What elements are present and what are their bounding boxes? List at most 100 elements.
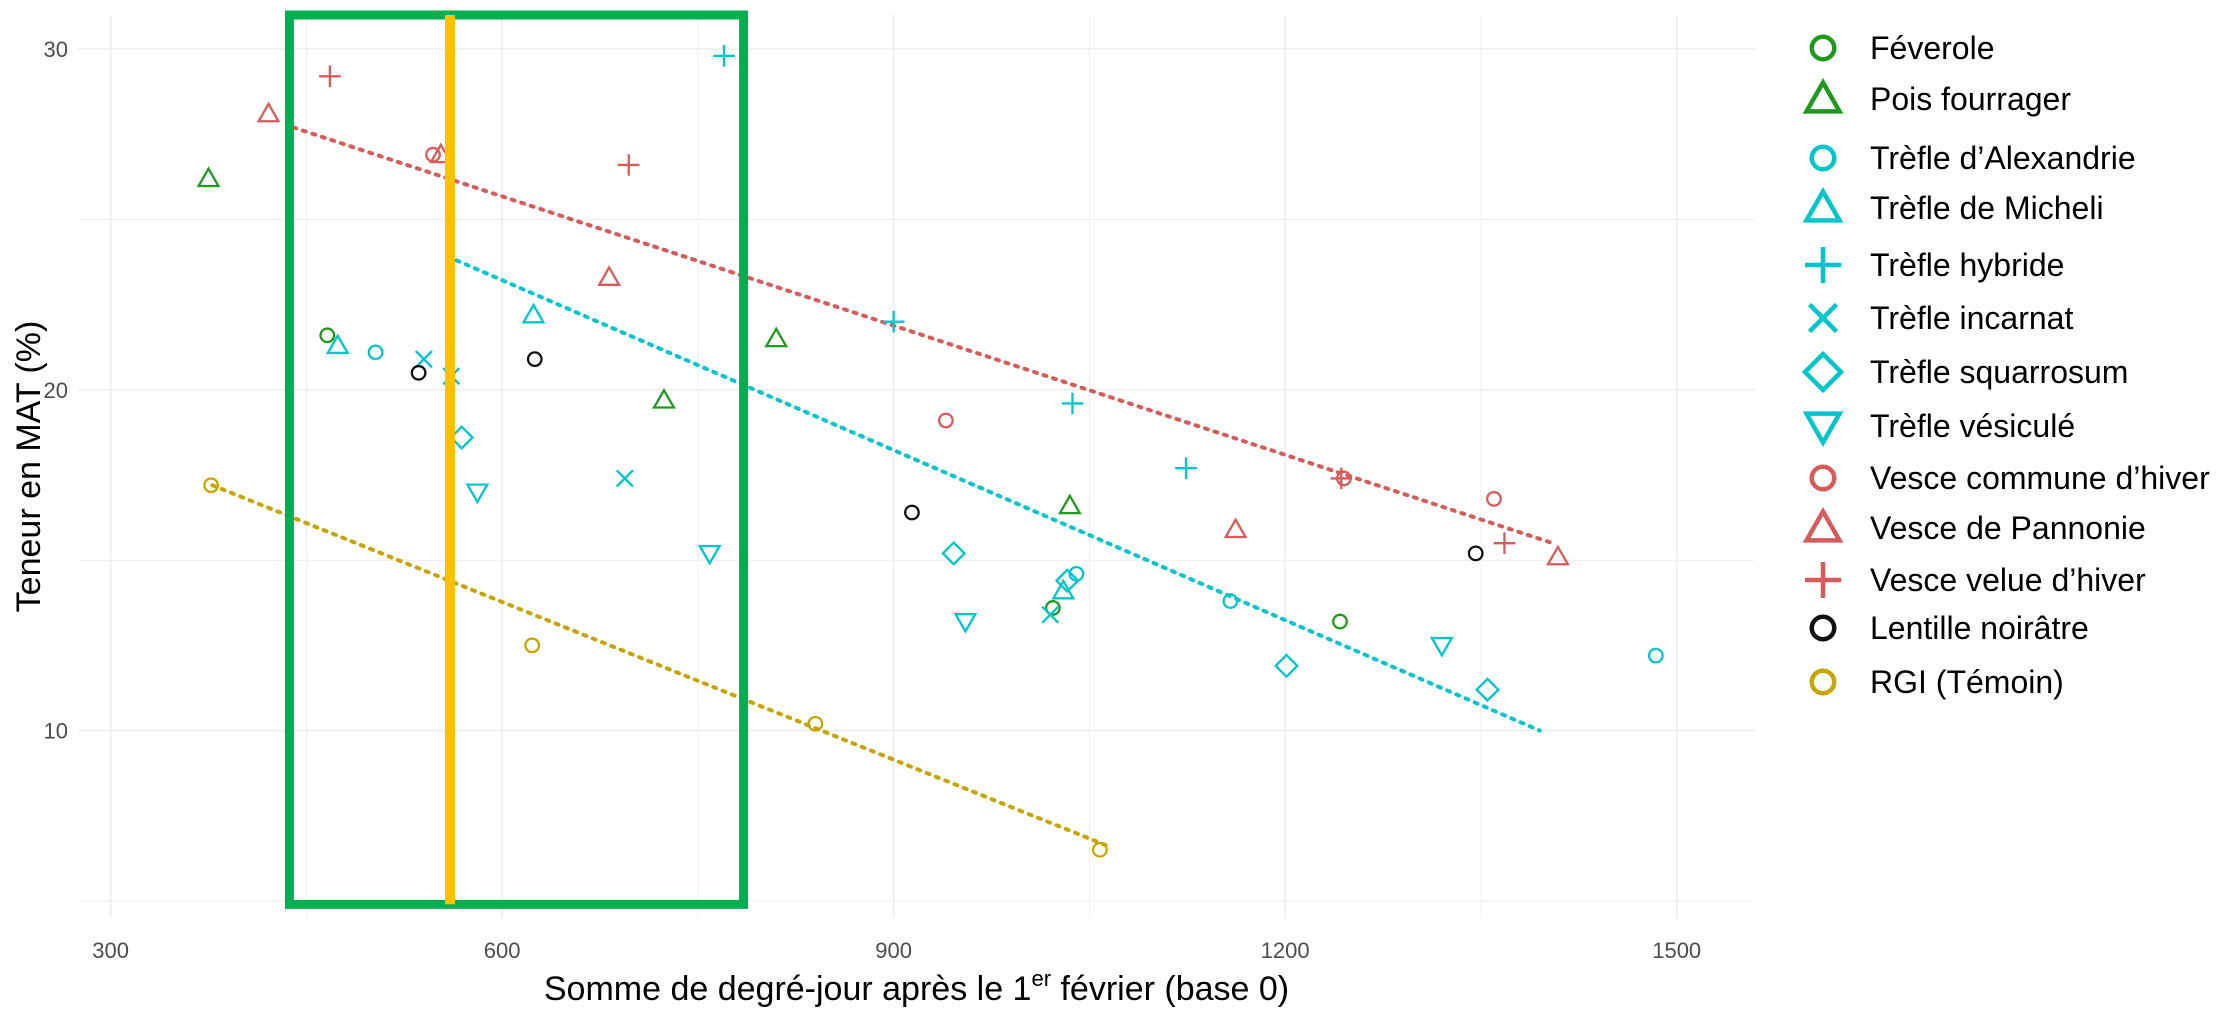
data-point-circle bbox=[1044, 600, 1061, 616]
data-point-circle bbox=[807, 715, 824, 732]
marker-triangle bbox=[196, 166, 221, 188]
legend: Féverole Pois fourrager Trèfle d’Alexandri… bbox=[1801, 30, 2210, 700]
x-tick-label: 900 bbox=[875, 938, 912, 963]
data-point-plus bbox=[1175, 457, 1197, 480]
marker-cross-b bbox=[414, 350, 433, 369]
marker-triangle-down bbox=[465, 483, 490, 505]
marker-circle bbox=[526, 351, 543, 368]
marker-circle bbox=[1222, 593, 1239, 609]
legend-item: Pois fourrager bbox=[1802, 77, 2071, 117]
x-tick-label: 600 bbox=[484, 938, 521, 963]
trend-line bbox=[210, 483, 1111, 849]
legend-item: Vesce velue d’hiver bbox=[1805, 562, 2146, 598]
legend-label: Vesce de Pannonie bbox=[1870, 510, 2146, 546]
legend-label: Pois fourrager bbox=[1870, 81, 2071, 117]
marker-circle bbox=[1647, 647, 1664, 664]
data-point-triangle-up bbox=[1802, 506, 1844, 543]
data-point-plus bbox=[882, 310, 905, 333]
data-point-circle bbox=[1647, 647, 1664, 664]
marker-circle bbox=[1809, 614, 1837, 642]
data-point-diamond bbox=[1274, 653, 1299, 679]
data-point-cross bbox=[615, 469, 634, 488]
legend-label: RGI (Témoin) bbox=[1870, 664, 2064, 700]
y-tick-label: 20 bbox=[44, 378, 68, 403]
data-point-plus bbox=[1805, 247, 1841, 283]
data-point-triangle-up bbox=[1802, 186, 1844, 223]
x-tick-label: 1200 bbox=[1261, 938, 1310, 963]
marker-cross-b bbox=[1807, 302, 1839, 334]
y-tick-label: 10 bbox=[44, 719, 68, 744]
marker-circle bbox=[203, 477, 220, 494]
data-point-diamond bbox=[1054, 568, 1080, 594]
legend-label: Trèfle vésiculé bbox=[1870, 408, 2075, 444]
marker-circle bbox=[904, 504, 920, 521]
highlight-overlay bbox=[284, 10, 749, 909]
marker-triangle bbox=[1057, 493, 1082, 515]
data-point-circle bbox=[1809, 668, 1837, 696]
marker-circle bbox=[1044, 600, 1061, 616]
marker-triangle bbox=[521, 302, 546, 324]
data-point-circle bbox=[1222, 593, 1239, 609]
data-point-circle bbox=[904, 504, 920, 521]
legend-label: Trèfle hybride bbox=[1870, 247, 2064, 283]
trend-line bbox=[454, 258, 1542, 733]
data-point-plus bbox=[713, 45, 735, 67]
marker-circle bbox=[1809, 464, 1837, 492]
data-point-triangle-down bbox=[1429, 636, 1454, 658]
marker-circle bbox=[1809, 144, 1837, 172]
data-point-circle bbox=[1091, 841, 1108, 858]
marker-circle bbox=[1486, 490, 1502, 507]
legend-item: Trèfle squarrosum bbox=[1801, 350, 2128, 394]
marker-triangle bbox=[1802, 506, 1844, 543]
data-point-triangle-down bbox=[465, 483, 490, 505]
data-point-plus bbox=[1330, 467, 1353, 490]
marker-circle bbox=[367, 344, 384, 361]
data-point-plus bbox=[1061, 392, 1084, 415]
data-point-circle bbox=[1809, 614, 1837, 642]
legend-item: Vesce commune d’hiver bbox=[1809, 460, 2210, 496]
legend-label: Trèfle d’Alexandrie bbox=[1870, 140, 2136, 176]
data-point-plus bbox=[1805, 562, 1841, 598]
marker-circle bbox=[319, 327, 336, 344]
data-point-diamond bbox=[941, 540, 967, 566]
marker-triangle bbox=[1802, 186, 1844, 223]
data-point-circle bbox=[319, 327, 336, 344]
marker-diamond bbox=[1475, 677, 1500, 703]
legend-item: Féverole bbox=[1809, 30, 1995, 66]
trend-line bbox=[291, 125, 1555, 546]
data-point-circle bbox=[1467, 545, 1484, 562]
marker-triangle bbox=[1546, 544, 1570, 566]
legend-label: Vesce velue d’hiver bbox=[1870, 562, 2146, 598]
data-point-cross bbox=[414, 350, 433, 369]
marker-triangle bbox=[256, 101, 281, 123]
data-point-plus bbox=[617, 154, 640, 176]
data-point-circle bbox=[1809, 34, 1837, 62]
marker-diamond bbox=[1054, 568, 1080, 594]
marker-diamond bbox=[941, 540, 967, 566]
marker-triangle-down bbox=[1802, 411, 1844, 448]
data-point-triangle-down bbox=[953, 612, 978, 634]
legend-item: Vesce de Pannonie bbox=[1802, 506, 2146, 546]
legend-item: Trèfle d’Alexandrie bbox=[1809, 140, 2136, 176]
marker-triangle bbox=[652, 387, 676, 409]
trend-lines bbox=[210, 125, 1555, 849]
data-point-triangle-up bbox=[196, 166, 221, 188]
legend-item: Lentille noirâtre bbox=[1809, 610, 2089, 646]
legend-item: Trèfle de Micheli bbox=[1802, 186, 2104, 226]
marker-triangle-down bbox=[697, 544, 722, 566]
marker-triangle bbox=[325, 333, 350, 355]
marker-diamond bbox=[1801, 350, 1845, 394]
grid bbox=[78, 15, 1755, 918]
marker-circle bbox=[937, 412, 954, 429]
data-point-circle bbox=[524, 637, 541, 654]
data-point-circle bbox=[1486, 490, 1502, 507]
legend-item: RGI (Témoin) bbox=[1809, 664, 2064, 700]
data-point-diamond bbox=[1475, 677, 1500, 703]
data-point-circle bbox=[526, 351, 543, 368]
data-point-triangle-up bbox=[1546, 544, 1570, 566]
marker-triangle bbox=[1802, 77, 1844, 114]
data-point-triangle-up bbox=[256, 101, 281, 123]
marker-cross-b bbox=[1041, 605, 1060, 624]
x-tick-label: 1500 bbox=[1652, 938, 1701, 963]
data-point-circle bbox=[410, 364, 427, 381]
